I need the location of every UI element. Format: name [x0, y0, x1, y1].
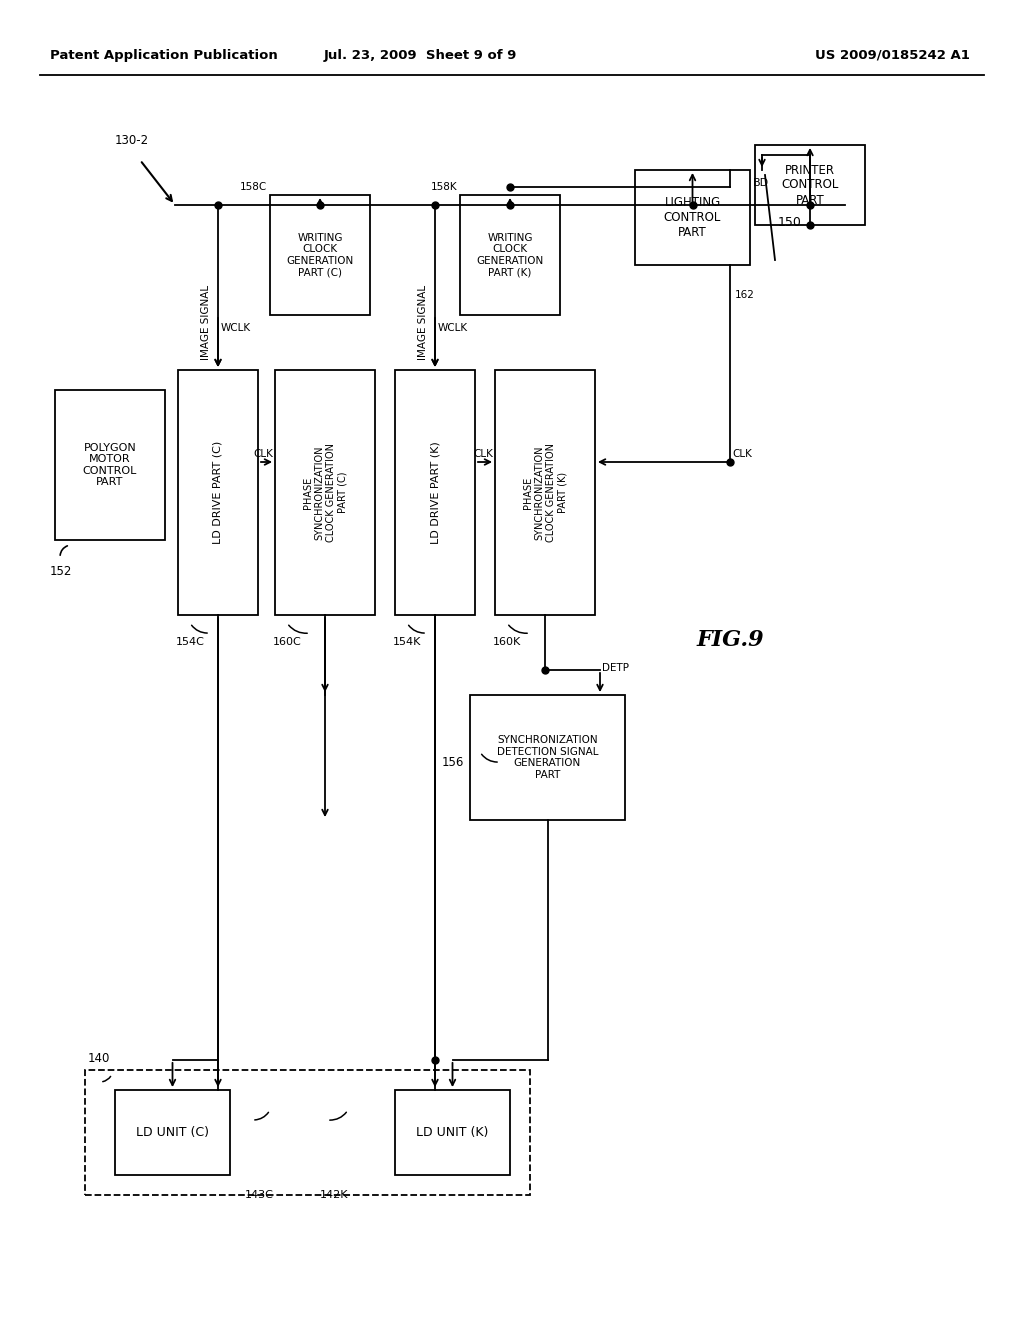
Text: IMAGE SIGNAL: IMAGE SIGNAL — [418, 284, 428, 359]
Text: 130-2: 130-2 — [115, 135, 150, 147]
Text: 154K: 154K — [393, 638, 421, 647]
Text: WCLK: WCLK — [438, 323, 468, 333]
Bar — [55, 389, 165, 540]
Text: LIGHTING
CONTROL
PART: LIGHTING CONTROL PART — [664, 195, 721, 239]
Bar — [178, 370, 258, 615]
Text: LD UNIT (K): LD UNIT (K) — [417, 1126, 488, 1139]
Text: CLK: CLK — [732, 449, 752, 459]
Text: SYNCHRONIZATION
DETECTION SIGNAL
GENERATION
PART: SYNCHRONIZATION DETECTION SIGNAL GENERAT… — [497, 735, 598, 780]
Bar — [495, 370, 595, 615]
Text: 152: 152 — [50, 565, 73, 578]
Text: LD UNIT (C): LD UNIT (C) — [136, 1126, 209, 1139]
Text: FIG.9: FIG.9 — [696, 630, 764, 651]
Text: 156: 156 — [442, 755, 464, 768]
Text: IMAGE SIGNAL: IMAGE SIGNAL — [201, 284, 211, 359]
Text: 142K: 142K — [319, 1191, 348, 1200]
Bar — [755, 145, 865, 224]
Text: 158K: 158K — [430, 182, 457, 191]
Text: PRINTER
CONTROL
PART: PRINTER CONTROL PART — [781, 164, 839, 206]
Bar — [115, 1090, 230, 1175]
Bar — [85, 1071, 530, 1195]
Text: WRITING
CLOCK
GENERATION
PART (K): WRITING CLOCK GENERATION PART (K) — [476, 232, 544, 277]
Text: 140: 140 — [88, 1052, 111, 1065]
Text: LD DRIVE PART (C): LD DRIVE PART (C) — [213, 441, 223, 544]
Text: 158C: 158C — [240, 182, 267, 191]
Bar — [635, 170, 750, 265]
Text: WCLK: WCLK — [221, 323, 251, 333]
Text: US 2009/0185242 A1: US 2009/0185242 A1 — [815, 49, 970, 62]
Bar — [395, 370, 475, 615]
Text: Jul. 23, 2009  Sheet 9 of 9: Jul. 23, 2009 Sheet 9 of 9 — [324, 49, 517, 62]
Text: 150: 150 — [778, 215, 802, 228]
Bar — [270, 195, 370, 315]
Text: CLK: CLK — [473, 449, 493, 459]
Text: Patent Application Publication: Patent Application Publication — [50, 49, 278, 62]
Text: BD: BD — [753, 178, 769, 187]
Text: 154C: 154C — [176, 638, 205, 647]
Text: 143C: 143C — [245, 1191, 273, 1200]
Text: CLK: CLK — [253, 449, 273, 459]
Bar — [460, 195, 560, 315]
Text: DETP: DETP — [602, 663, 629, 673]
Bar — [395, 1090, 510, 1175]
Text: WRITING
CLOCK
GENERATION
PART (C): WRITING CLOCK GENERATION PART (C) — [287, 232, 353, 277]
Text: 160K: 160K — [493, 638, 521, 647]
Bar — [275, 370, 375, 615]
Text: 160C: 160C — [273, 638, 302, 647]
Text: LD DRIVE PART (K): LD DRIVE PART (K) — [430, 441, 440, 544]
Text: 162: 162 — [735, 290, 755, 300]
Text: PHASE
SYNCHRONIZATION
CLOCK GENERATION
PART (C): PHASE SYNCHRONIZATION CLOCK GENERATION P… — [303, 444, 347, 543]
Text: POLYGON
MOTOR
CONTROL
PART: POLYGON MOTOR CONTROL PART — [83, 442, 137, 487]
Bar — [470, 696, 625, 820]
Text: PHASE
SYNCHRONIZATION
CLOCK GENERATION
PART (K): PHASE SYNCHRONIZATION CLOCK GENERATION P… — [522, 444, 567, 543]
